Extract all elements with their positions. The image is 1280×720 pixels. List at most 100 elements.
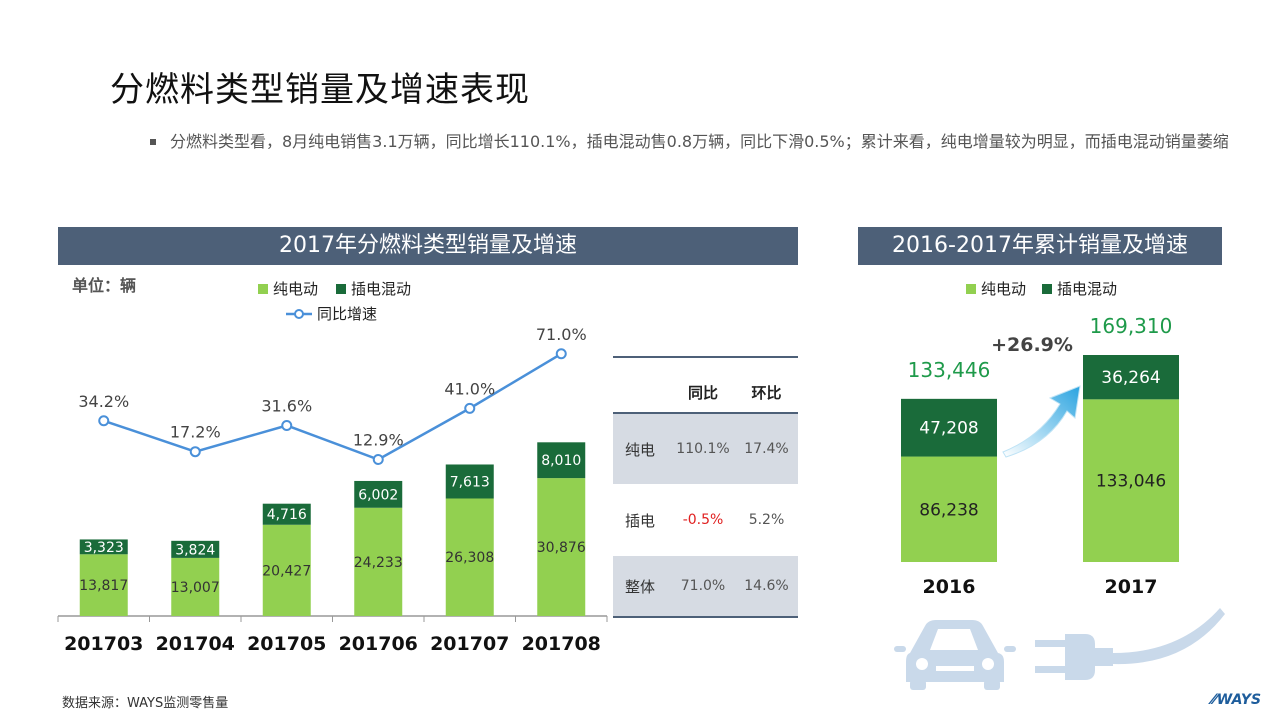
monthly-chart-title: 2017年分燃料类型销量及增速 <box>58 227 798 265</box>
legend-yoy: 同比增速 <box>286 303 377 324</box>
yoy-value-label: 17.2% <box>170 423 221 442</box>
yoy-value-label: 41.0% <box>444 379 495 398</box>
yoy-point <box>189 446 201 458</box>
table-row-label: 纯电 <box>625 440 656 459</box>
legend-ev-2: 纯电动 <box>966 278 1026 299</box>
bar-phev-value-label: 7,613 <box>450 474 490 490</box>
bar-ev-value-label: 13,007 <box>171 580 220 596</box>
x-tick-label: 201708 <box>522 633 601 655</box>
bar-ev-value-label: 26,308 <box>445 550 494 566</box>
legend-phev: 插电混动 <box>336 278 411 299</box>
bar-phev-value-label: 8,010 <box>541 453 581 469</box>
table-top-rule <box>613 356 798 358</box>
legend-phev-label: 插电混动 <box>1057 280 1118 298</box>
bar-phev-value-label: 47,208 <box>919 419 978 439</box>
yoy-point <box>464 402 476 414</box>
total-value-label: 169,310 <box>1090 314 1173 338</box>
legend-yoy-label: 同比增速 <box>317 305 378 323</box>
bar-ev <box>1083 399 1179 562</box>
bar-ev-value-label: 133,046 <box>1096 472 1166 492</box>
table-header-row: 同比 环比 <box>613 370 798 414</box>
legend-ev-swatch <box>258 283 268 294</box>
yoy-point <box>98 415 110 427</box>
yoy-point <box>372 454 384 466</box>
car-icon <box>894 620 1016 690</box>
table-row-label: 整体 <box>625 577 656 596</box>
table-cell-yoy: 71.0% <box>680 578 726 594</box>
bar-phev-value-label: 3,824 <box>175 542 215 558</box>
x-tick-label: 201704 <box>156 633 235 655</box>
ways-logo: ⁄⁄WAYS <box>1212 692 1262 708</box>
x-tick-label: 201705 <box>247 633 326 655</box>
bar-ev <box>262 524 311 616</box>
table-cell-mom: 5.2% <box>748 512 785 528</box>
bar-ev <box>79 554 128 616</box>
table-row: 整体 71.0% 14.6% <box>613 556 798 616</box>
yoy-value-label: 34.2% <box>78 392 129 411</box>
unit-label: 单位：辆 <box>72 276 137 295</box>
bar-ev <box>171 557 220 616</box>
yoy-point <box>555 348 567 360</box>
bar-phev <box>354 480 403 508</box>
plug-icon <box>1035 608 1225 680</box>
x-tick-label: 201707 <box>430 633 509 655</box>
ev-decoration <box>894 608 1225 690</box>
table-cell-yoy: -0.5% <box>682 512 724 528</box>
bar-phev <box>79 539 128 555</box>
bar-phev <box>901 398 997 457</box>
bar-phev-value-label: 36,264 <box>1101 368 1160 388</box>
bar-ev <box>354 507 403 616</box>
bar-ev <box>445 498 494 616</box>
growth-rate-label: +26.9% <box>991 334 1073 356</box>
table-cell-mom: 14.6% <box>744 578 789 594</box>
x-tick-label: 2017 <box>1105 576 1158 598</box>
legend-ev-label: 纯电动 <box>981 280 1027 298</box>
bar-phev-value-label: 4,716 <box>267 507 307 523</box>
summary-bullet: 分燃料类型看，8月纯电销售3.1万辆，同比增长110.1%，插电混动售0.8万辆… <box>150 130 1230 153</box>
bar-phev-value-label: 6,002 <box>358 487 398 503</box>
bar-phev <box>262 503 311 525</box>
bar-phev <box>171 540 220 558</box>
legend-ev: 纯电动 <box>258 278 318 299</box>
x-tick-label: 201703 <box>64 633 143 655</box>
table-cell-yoy: 110.1% <box>676 441 730 457</box>
legend-ev-swatch <box>966 283 976 294</box>
data-source: 数据来源：WAYS监测零售量 <box>62 696 229 711</box>
bar-ev-value-label: 13,817 <box>79 578 128 594</box>
legend-ev-label: 纯电动 <box>273 280 319 298</box>
legend-phev-label: 插电混动 <box>351 280 412 298</box>
yoy-point <box>281 419 293 431</box>
x-tick-label: 201706 <box>339 633 418 655</box>
legend-phev-swatch <box>336 283 346 294</box>
logo-text: WAYS <box>1216 692 1262 708</box>
table-header-mom: 环比 <box>751 383 782 402</box>
legend-phev-2: 插电混动 <box>1042 278 1117 299</box>
table-cell-mom: 17.4% <box>744 441 789 457</box>
legend-yoy-marker <box>286 308 312 319</box>
cumulative-chart-title: 2016-2017年累计销量及增速 <box>858 227 1222 265</box>
growth-arrow-icon <box>1002 385 1081 458</box>
table-bottom-rule <box>613 616 798 618</box>
table-header-yoy: 同比 <box>687 383 718 402</box>
table-header-rule <box>613 412 798 414</box>
bar-ev-value-label: 24,233 <box>354 555 403 571</box>
bar-ev-value-label: 86,238 <box>919 500 978 520</box>
yoy-growth-line <box>103 352 562 461</box>
bar-phev <box>1083 355 1179 400</box>
summary-text: 分燃料类型看，8月纯电销售3.1万辆，同比增长110.1%，插电混动售0.8万辆… <box>170 132 1229 151</box>
bar-ev-value-label: 30,876 <box>537 540 586 556</box>
bar-phev-value-label: 3,323 <box>84 540 124 556</box>
yoy-value-label: 12.9% <box>353 431 404 450</box>
bar-ev <box>901 456 997 562</box>
bullet-icon <box>150 139 156 145</box>
table-row-label: 插电 <box>625 511 656 530</box>
bar-ev <box>537 478 586 616</box>
yoy-value-label: 31.6% <box>261 396 312 415</box>
bar-phev <box>445 464 494 499</box>
legend-phev-swatch <box>1042 283 1052 294</box>
bar-ev-value-label: 20,427 <box>262 563 311 579</box>
bar-phev <box>537 442 586 479</box>
table-row: 纯电 110.1% 17.4% <box>613 414 798 484</box>
table-row: 插电 -0.5% 5.2% <box>613 484 798 556</box>
total-value-label: 133,446 <box>908 358 991 382</box>
